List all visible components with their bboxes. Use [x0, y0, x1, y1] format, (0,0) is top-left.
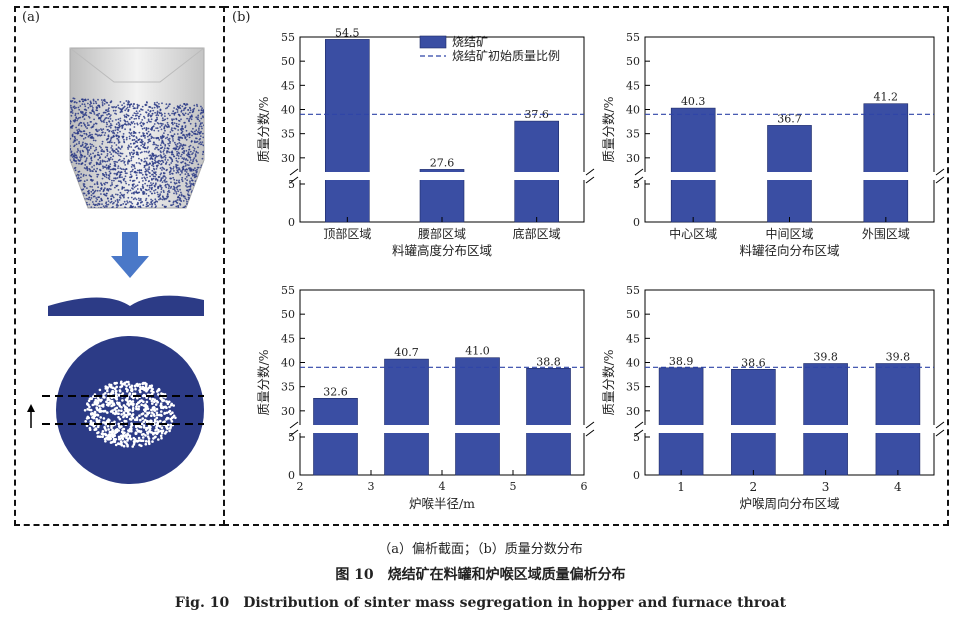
caption-title-cn: 图 10 烧结矿在料罐和炉喉区域质量偏析分布	[335, 567, 626, 583]
throat-cross-section	[42, 336, 204, 484]
throat-profile	[48, 295, 204, 316]
segregation-section-illustration	[27, 47, 205, 484]
down-arrow-icon	[111, 232, 149, 278]
up-arrow-icon	[27, 404, 35, 428]
hopper-3d-view	[69, 47, 205, 209]
panel-a-label: (a)	[22, 10, 40, 25]
caption-title-en: Fig. 10 Distribution of sinter mass segr…	[174, 595, 787, 611]
panel-b-frame	[223, 6, 949, 526]
panel-b-label: (b)	[232, 10, 251, 25]
caption-subfigures: （a）偏析截面；（b）质量分数分布	[378, 542, 583, 557]
